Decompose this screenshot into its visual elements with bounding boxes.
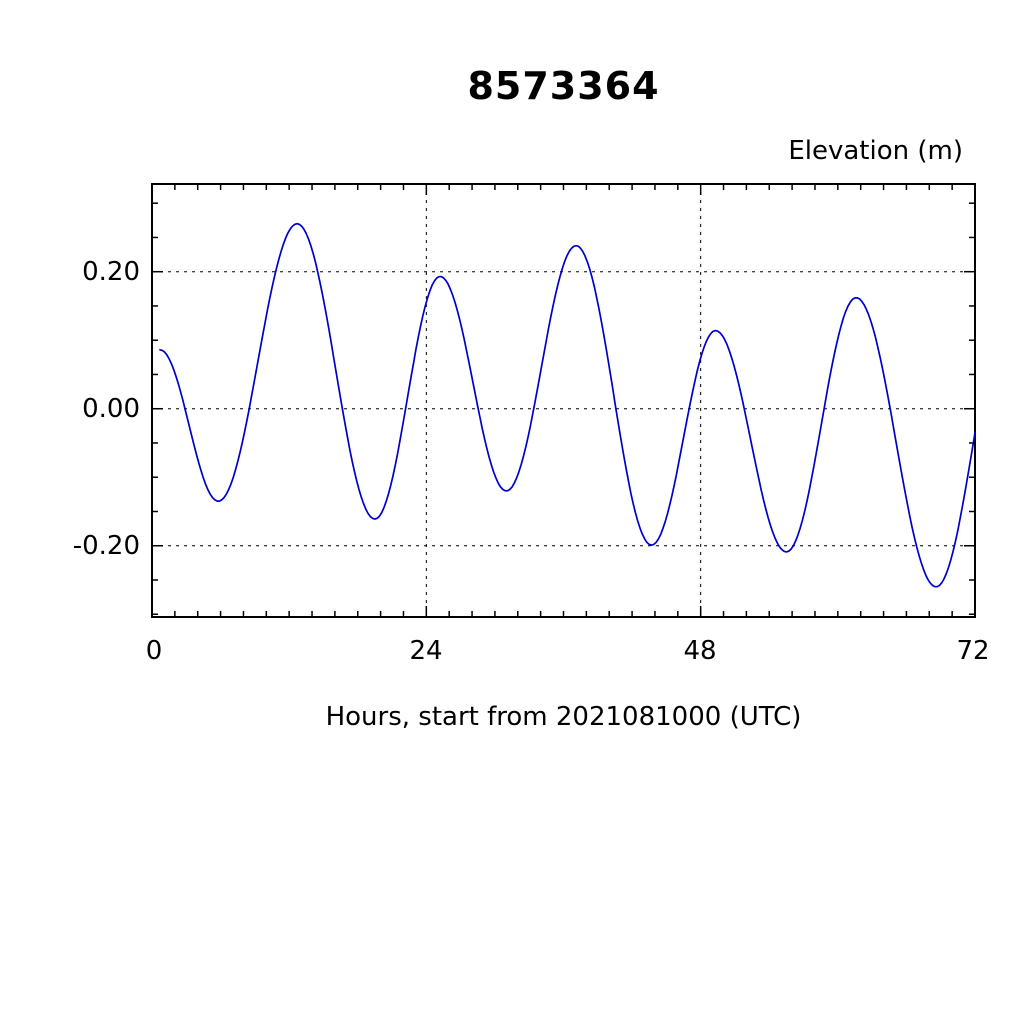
x-tick-label: 0	[145, 636, 163, 666]
x-tick-label: 24	[409, 636, 443, 666]
chart-title: 8573364	[467, 64, 660, 108]
x-tick-label: 72	[956, 636, 990, 666]
y-axis-unit-label: Elevation (m)	[788, 136, 963, 166]
x-tick-label: 48	[683, 636, 717, 666]
y-tick-label: -0.20	[72, 531, 140, 561]
y-tick-label: 0.00	[82, 394, 140, 424]
x-axis-label: Hours, start from 2021081000 (UTC)	[325, 702, 802, 732]
y-tick-label: 0.20	[82, 257, 140, 287]
